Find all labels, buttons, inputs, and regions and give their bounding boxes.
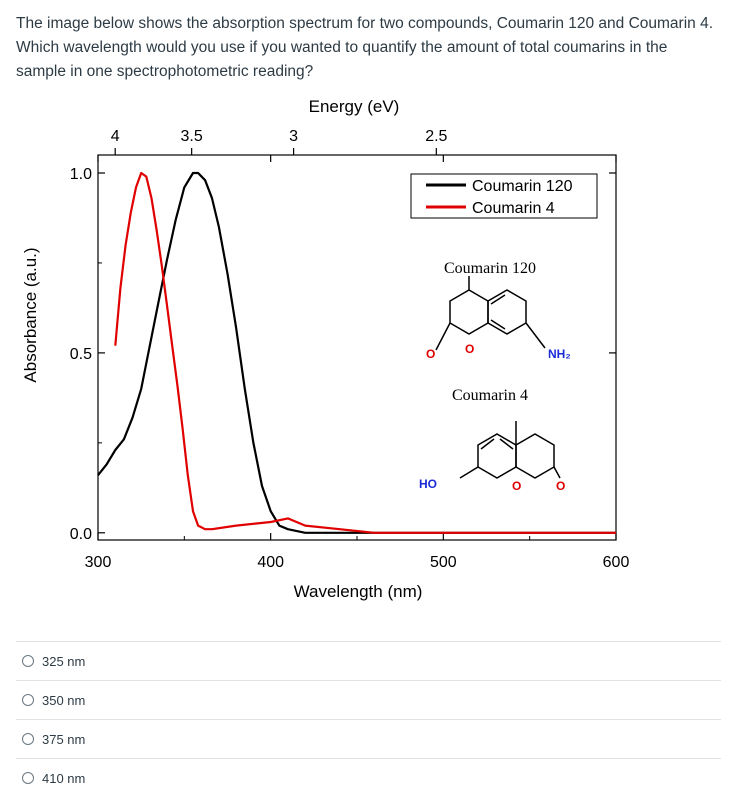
radio-button[interactable] (22, 694, 34, 706)
y-tick-label: 0.0 (70, 526, 92, 543)
top-tick-label: 3.5 (181, 128, 203, 145)
x-tick-label: 300 (85, 554, 112, 571)
series-line-coumarin-120 (97, 171, 616, 534)
x-axis-title: Wavelength (nm) (294, 582, 423, 601)
answer-option-label: 350 nm (42, 692, 86, 708)
top-tick-label: 2.5 (425, 128, 447, 145)
top-tick-label: 4 (111, 128, 120, 145)
x-tick-label: 500 (430, 554, 457, 571)
y-tick-label: 1.0 (70, 166, 92, 183)
atom-nh2-120: NH₂ (548, 347, 571, 361)
legend: Coumarin 120 Coumarin 4 (410, 173, 598, 219)
answer-option[interactable]: 350 nm (16, 680, 721, 719)
answer-option[interactable]: 410 nm (16, 758, 721, 797)
axis-ticks: 300 400 500 600 0.0 0.5 1.0 4 3.5 3 2.5 (70, 128, 630, 571)
absorption-spectrum-figure: 300 400 500 600 0.0 0.5 1.0 4 3.5 3 2.5 Energy (eV… (0, 90, 733, 620)
series-lines (97, 171, 616, 534)
structure-title-coumarin-120: Coumarin 120 (444, 260, 536, 277)
x-tick-label: 600 (603, 554, 630, 571)
answer-option[interactable]: 375 nm (16, 719, 721, 758)
answer-option-label: 375 nm (42, 731, 86, 747)
legend-box (410, 173, 598, 219)
radio-button[interactable] (22, 772, 34, 784)
coumarin-4-structure-icon (459, 421, 561, 479)
atom-o-ring-4: O (512, 479, 521, 493)
coumarin-120-structure-icon (435, 276, 546, 351)
y-tick-label: 0.5 (70, 346, 92, 363)
atom-ho-4: HO (419, 477, 437, 491)
top-tick-label: 3 (289, 128, 298, 145)
series-line-coumarin-4 (114, 171, 616, 534)
answer-options: 325 nm 350 nm 375 nm 410 nm (16, 641, 721, 797)
atom-o-carbonyl-120: O (426, 347, 435, 361)
y-axis-title: Absorbance (a.u.) (21, 247, 40, 382)
answer-option-label: 410 nm (42, 770, 86, 786)
top-axis-title: Energy (eV) (309, 97, 400, 116)
answer-option-label: 325 nm (42, 653, 86, 669)
x-tick-label: 400 (257, 554, 284, 571)
spectrum-chart: 300 400 500 600 0.0 0.5 1.0 4 3.5 3 2.5 Energy (eV… (21, 97, 630, 601)
atom-o-ring-120: O (465, 342, 474, 356)
legend-label-coumarin-4: Coumarin 4 (472, 200, 555, 217)
answer-option[interactable]: 325 nm (16, 641, 721, 680)
question-text: The image below shows the absorption spe… (16, 15, 714, 80)
atom-o-carbonyl-4: O (556, 479, 565, 493)
legend-label-coumarin-120: Coumarin 120 (472, 178, 573, 195)
radio-button[interactable] (22, 655, 34, 667)
structure-title-coumarin-4: Coumarin 4 (452, 387, 528, 404)
radio-button[interactable] (22, 733, 34, 745)
